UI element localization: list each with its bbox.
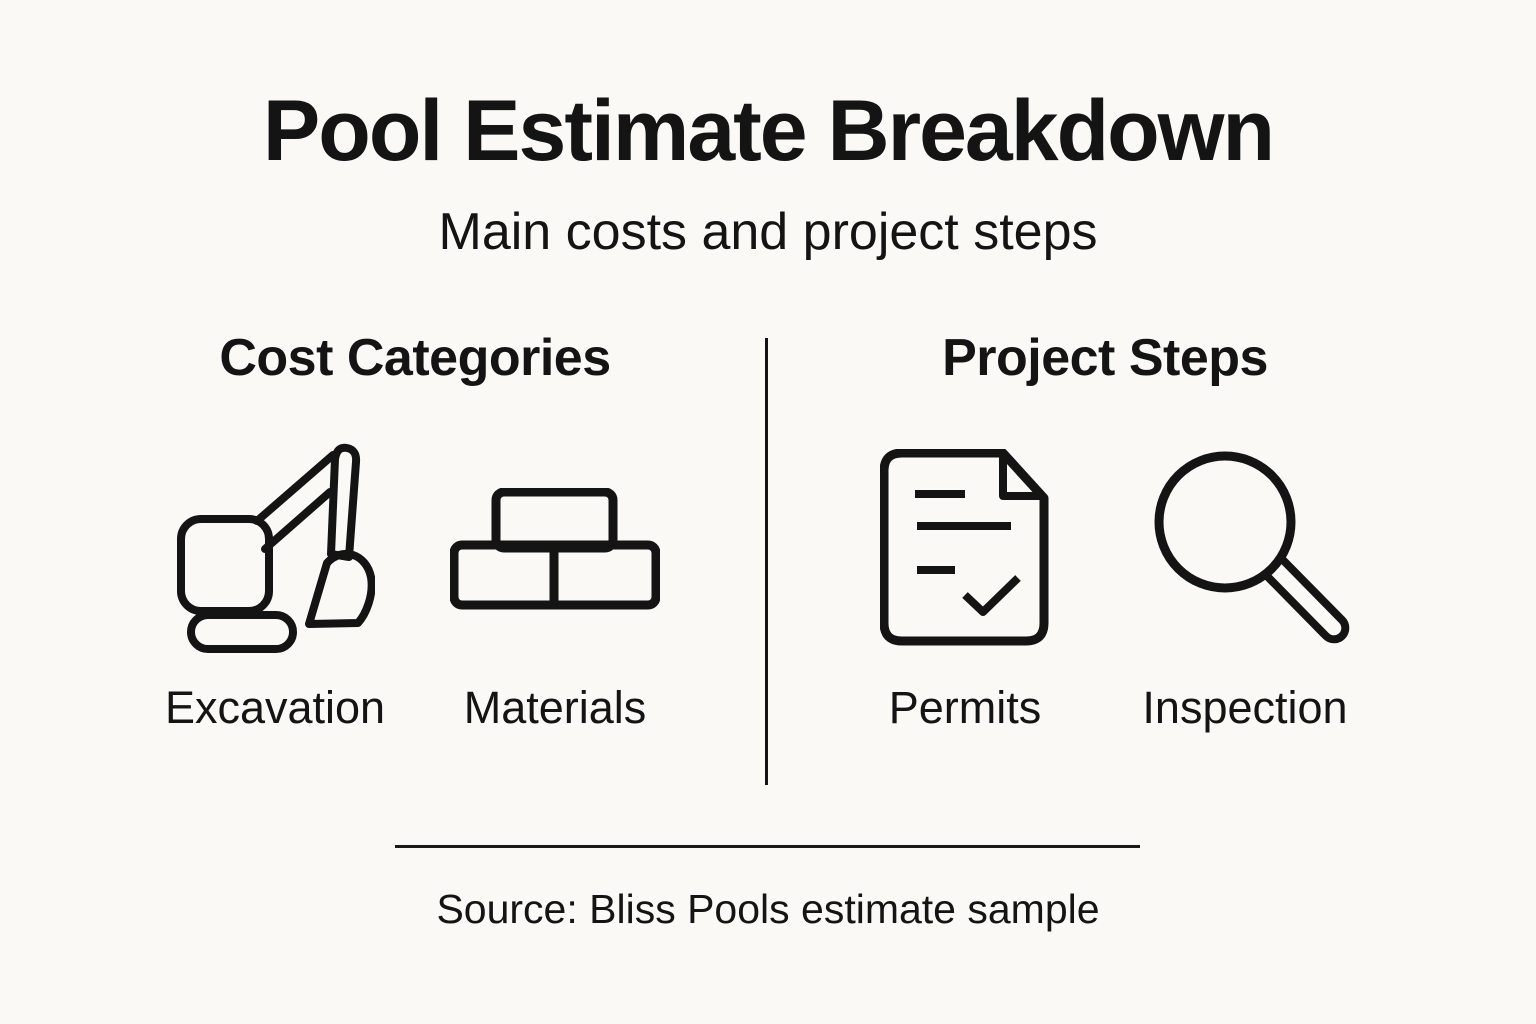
section-cost-categories: Cost Categories Excavat — [105, 330, 725, 734]
label-materials: Materials — [463, 682, 647, 733]
item-inspection: Inspection — [1105, 441, 1385, 734]
section-header-cost-categories: Cost Categories — [219, 329, 611, 387]
label-excavation: Excavation — [164, 682, 386, 733]
label-permits: Permits — [888, 682, 1042, 733]
project-steps-icon-row: Permits Inspection — [825, 441, 1385, 734]
item-excavation: Excavation — [135, 441, 415, 734]
source-rule — [395, 845, 1140, 848]
excavator-icon — [175, 441, 375, 656]
source-text: Source: Bliss Pools estimate sample — [436, 886, 1100, 932]
section-header-project-steps: Project Steps — [942, 329, 1268, 387]
column-divider — [765, 338, 768, 785]
cost-categories-icon-row: Excavation Materials — [135, 441, 695, 734]
label-inspection: Inspection — [1142, 682, 1348, 733]
page-title: Pool Estimate Breakdown — [262, 83, 1275, 179]
document-checklist-icon — [880, 441, 1050, 656]
item-materials: Materials — [415, 441, 695, 734]
section-project-steps: Project Steps Permits — [795, 330, 1415, 734]
magnifying-glass-icon — [1130, 441, 1360, 656]
page-subtitle: Main costs and project steps — [438, 203, 1098, 261]
item-permits: Permits — [825, 441, 1105, 734]
bricks-icon — [450, 441, 660, 656]
